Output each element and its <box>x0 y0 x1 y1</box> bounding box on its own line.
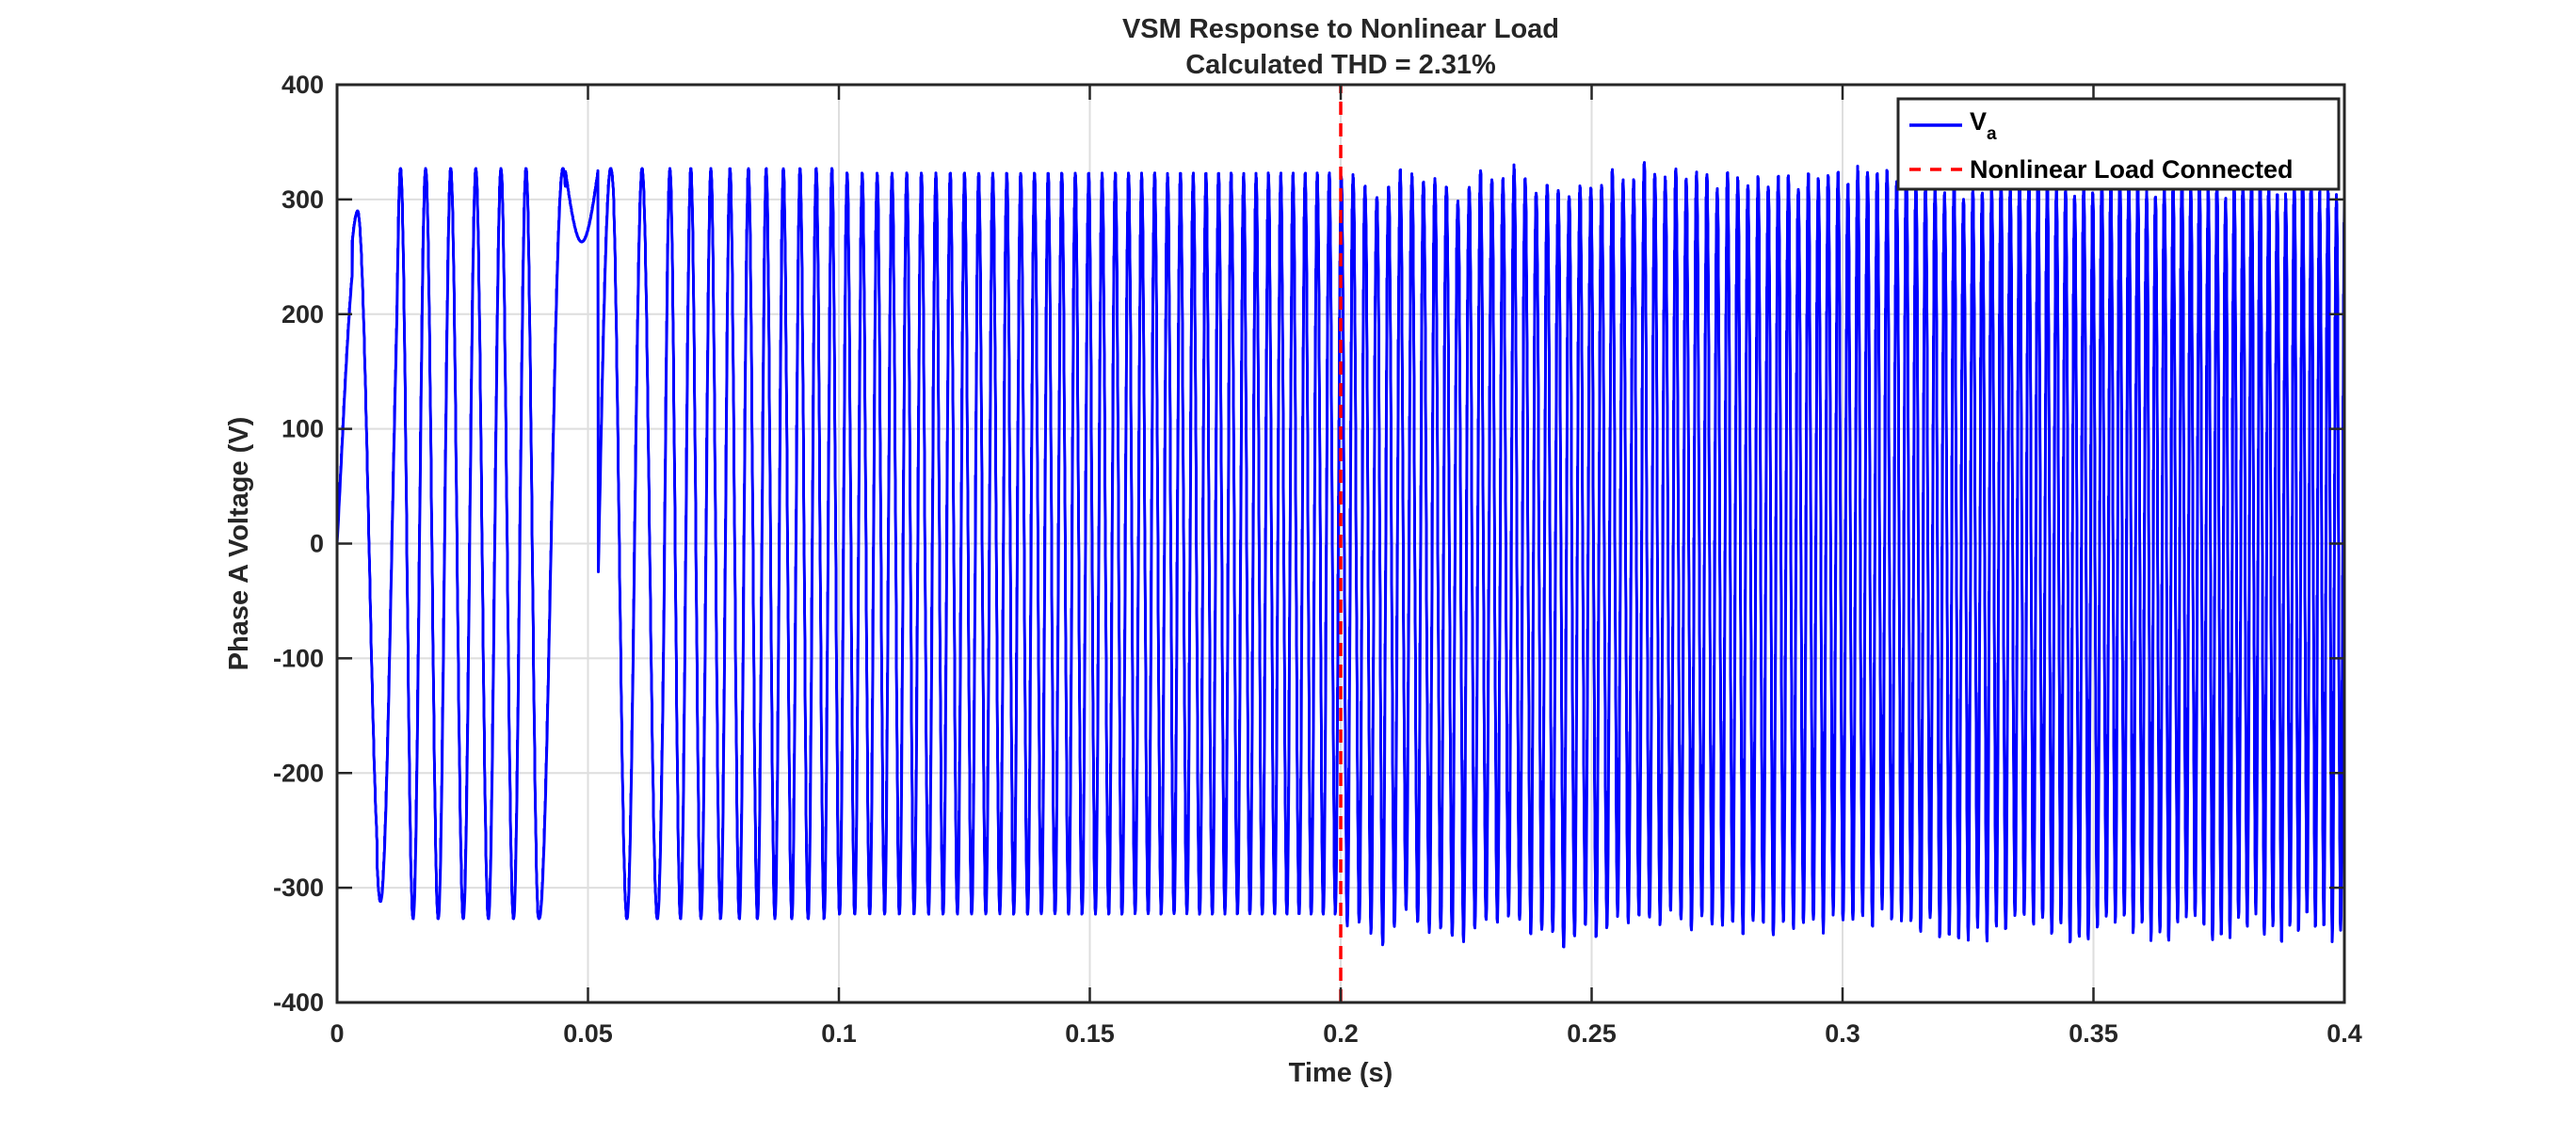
y-tick-label: -100 <box>273 644 324 672</box>
axis-ticks: 0 0.05 0.1 0.15 0.2 0.25 0.3 0.35 0.4 -400 -300 -20… <box>273 71 2362 1048</box>
legend-box <box>1896 97 2341 191</box>
x-tick-label: 0.1 <box>821 1019 857 1048</box>
x-tick-label: 0 <box>330 1019 344 1048</box>
legend-entry-va-subscript: a <box>1987 124 1997 144</box>
legend: Va Nonlinear Load Connected <box>1896 97 2341 191</box>
x-tick-label: 0.3 <box>1825 1019 1860 1048</box>
x-tick-label: 0.4 <box>2326 1019 2362 1048</box>
y-axis-label: Phase A Voltage (V) <box>224 417 254 671</box>
x-tick-label: 0.25 <box>1567 1019 1617 1048</box>
series-va-line <box>337 161 2344 949</box>
y-tick-label: 300 <box>282 185 324 214</box>
x-tick-label: 0.15 <box>1065 1019 1115 1048</box>
x-tick-label: 0.35 <box>2069 1019 2118 1048</box>
y-tick-label: -300 <box>273 874 324 902</box>
y-tick-label: 100 <box>282 415 324 443</box>
legend-entry-nonlinear-load: Nonlinear Load Connected <box>1970 155 2294 184</box>
plot-area <box>337 85 2344 1002</box>
y-tick-label: -200 <box>273 759 324 787</box>
y-tick-label: 0 <box>310 530 324 558</box>
chart-title: VSM Response to Nonlinear Load <box>1122 14 1559 44</box>
y-tick-label: 400 <box>282 71 324 99</box>
legend-entry-va-name: V <box>1970 107 1987 136</box>
x-tick-label: 0.2 <box>1323 1019 1359 1048</box>
x-axis-label: Time (s) <box>1289 1058 1393 1088</box>
legend-entry-va: Va <box>1970 107 1997 144</box>
x-tick-label: 0.05 <box>563 1019 613 1048</box>
chart-subtitle: Calculated THD = 2.31% <box>1185 50 1496 80</box>
y-tick-label: 200 <box>282 300 324 329</box>
y-tick-label: -400 <box>273 988 324 1017</box>
